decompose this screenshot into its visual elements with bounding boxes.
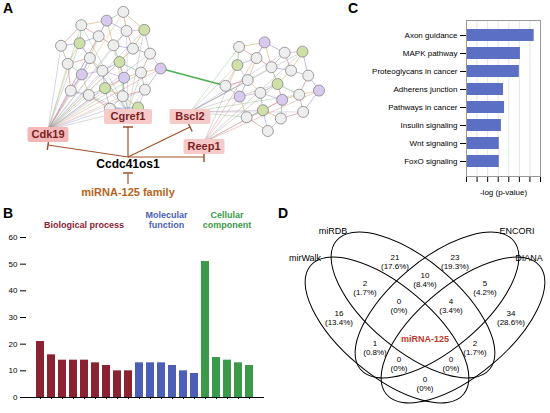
svg-text:(1.7%): (1.7%): [353, 288, 377, 297]
svg-text:Bscl2: Bscl2: [175, 110, 204, 122]
svg-text:60: 60: [9, 233, 18, 242]
html-text:component: component: [202, 220, 252, 230]
svg-text:10: 10: [9, 366, 18, 375]
svg-text:(0.8%): (0.8%): [363, 348, 387, 357]
svg-text:Cdk19: Cdk19: [31, 128, 64, 140]
svg-text:1: 1: [373, 339, 378, 348]
svg-text:(0%): (0%): [391, 364, 408, 373]
svg-text:(0%): (0%): [391, 306, 408, 315]
svg-text:23: 23: [451, 253, 460, 262]
html-text:A: A: [3, 0, 14, 16]
html-text:D: D: [278, 205, 289, 221]
svg-text:(13.4%): (13.4%): [325, 318, 353, 327]
svg-text:FoxO signaling: FoxO signaling: [404, 157, 457, 166]
svg-text:(1.7%): (1.7%): [463, 348, 487, 357]
svg-text:(0%): (0%): [443, 364, 460, 373]
html-text:Molecular: Molecular: [145, 210, 188, 220]
svg-text:2: 2: [473, 339, 478, 348]
svg-text:0: 0: [397, 355, 402, 364]
svg-text:10: 10: [421, 271, 430, 280]
svg-text:(3.4%): (3.4%): [439, 306, 463, 315]
svg-text:5: 5: [483, 279, 488, 288]
svg-text:20: 20: [9, 340, 18, 349]
svg-text:Wnt signaling: Wnt signaling: [409, 139, 457, 148]
svg-text:0: 0: [423, 375, 428, 384]
svg-text:40: 40: [9, 286, 18, 295]
html-text:B: B: [3, 205, 14, 221]
svg-text:Ccdc41os1: Ccdc41os1: [96, 157, 160, 171]
svg-text:16: 16: [335, 309, 344, 318]
svg-text:(17.6%): (17.6%): [381, 262, 409, 271]
svg-text:30: 30: [9, 313, 18, 322]
svg-text:2: 2: [363, 279, 368, 288]
html-text:Biological process: Biological process: [44, 220, 124, 230]
svg-text:miRNA-125: miRNA-125: [401, 334, 449, 344]
svg-text:MAPK pathway: MAPK pathway: [403, 49, 458, 58]
svg-text:Cgref1: Cgref1: [111, 110, 146, 122]
svg-text:Adherens junction: Adherens junction: [393, 85, 457, 94]
svg-text:4: 4: [449, 297, 454, 306]
svg-text:0: 0: [449, 355, 454, 364]
svg-text:21: 21: [391, 253, 400, 262]
svg-text:Insulin signaling: Insulin signaling: [401, 121, 458, 130]
svg-text:(8.4%): (8.4%): [413, 280, 437, 289]
svg-text:0: 0: [397, 297, 402, 306]
html-text:C: C: [348, 0, 359, 16]
svg-text:(4.2%): (4.2%): [473, 288, 497, 297]
html-text:Cellular: Cellular: [210, 210, 244, 220]
svg-text:miRDB: miRDB: [319, 226, 348, 236]
svg-text:50: 50: [9, 260, 18, 269]
svg-text:Reep1: Reep1: [187, 140, 220, 152]
svg-text:(28.6%): (28.6%): [497, 318, 525, 327]
svg-text:DIANA: DIANA: [515, 253, 543, 263]
svg-text:Pathways in cancer: Pathways in cancer: [388, 103, 458, 112]
svg-text:Proteoglycans in cancer: Proteoglycans in cancer: [372, 67, 458, 76]
svg-text:ENCORI: ENCORI: [499, 226, 534, 236]
svg-text:(0%): (0%): [417, 384, 434, 393]
svg-text:miRNA-125 family: miRNA-125 family: [81, 186, 175, 198]
svg-text:34: 34: [507, 309, 516, 318]
svg-text:0: 0: [13, 393, 18, 402]
svg-text:mirWalk: mirWalk: [289, 253, 322, 263]
svg-text:-log (p-value): -log (p-value): [480, 188, 527, 197]
html-text:function: function: [148, 220, 185, 230]
svg-text:(19.3%): (19.3%): [441, 262, 469, 271]
svg-text:Axon guidance: Axon guidance: [405, 31, 458, 40]
